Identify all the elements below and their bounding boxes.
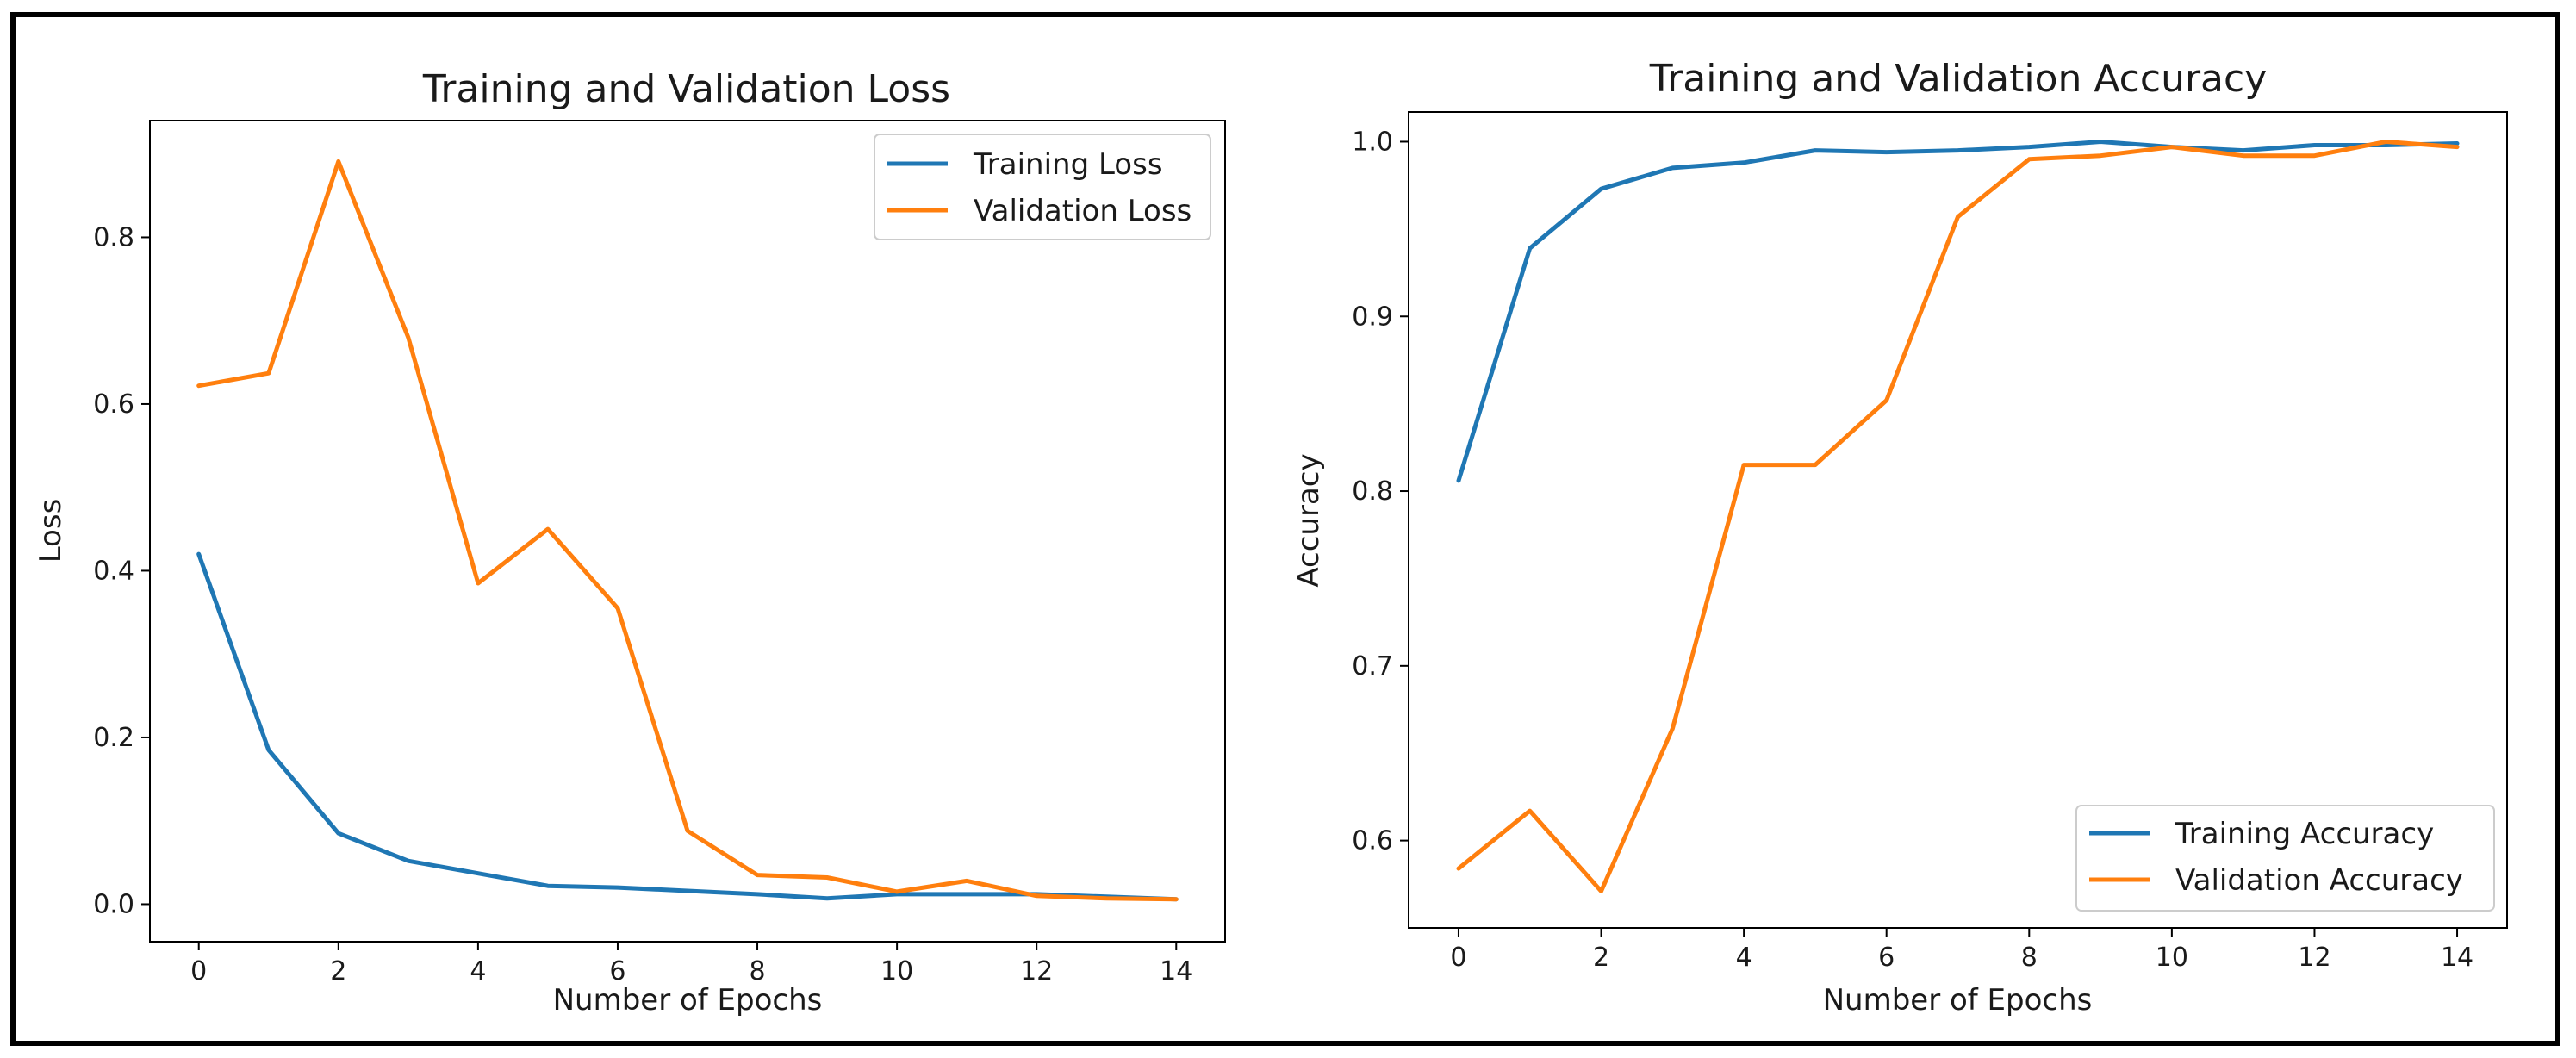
accuracy-y-tick-label: 0.8: [1352, 476, 1393, 507]
loss-y-tick-label: 0.6: [93, 389, 134, 420]
loss-plot-area: [149, 120, 1226, 943]
accuracy-y-tick-label: 0.6: [1352, 826, 1393, 856]
accuracy-y-tick-label: 1.0: [1352, 127, 1393, 157]
loss-x-tick-label: 0: [190, 956, 207, 986]
accuracy-series-line-validation: [1456, 140, 2460, 893]
loss-legend-box: [874, 134, 1211, 240]
accuracy-series-lines: [1456, 140, 2460, 893]
accuracy-x-tick-label: 2: [1593, 943, 1609, 973]
loss-y-tick-label: 0.8: [93, 222, 134, 252]
loss-x-tick-label: 6: [609, 956, 625, 986]
loss-x-tick-label: 2: [330, 956, 346, 986]
accuracy-legend-label-training: Training Accuracy: [2175, 817, 2434, 851]
accuracy-y-tick-label: 0.9: [1352, 302, 1393, 332]
loss-series-line-training: [196, 551, 1179, 902]
loss-x-tick-label: 12: [1020, 956, 1053, 986]
loss-chart: Training and Validation Loss 0 2 4 6 8 10 12 14…: [34, 67, 1226, 1018]
accuracy-plot-ticks: 0 2 4 6 8 10 12 14 0.6 0.7 0.8 0.9 1.0: [1352, 127, 2473, 973]
loss-x-tick-label: 10: [880, 956, 913, 986]
loss-legend-label-training: Training Loss: [973, 147, 1163, 182]
loss-chart-title: Training and Validation Loss: [422, 67, 950, 111]
accuracy-x-tick-label: 12: [2298, 943, 2330, 973]
loss-y-tick-label: 0.2: [93, 723, 134, 753]
accuracy-x-tick-label: 0: [1450, 943, 1466, 973]
accuracy-chart: Training and Validation Accuracy 0 2 4 6 8 10…: [1291, 57, 2508, 1018]
accuracy-x-tick-label: 6: [1878, 943, 1895, 973]
loss-legend: Training Loss Validation Loss: [874, 134, 1211, 240]
accuracy-y-tick-label: 0.7: [1352, 651, 1393, 681]
accuracy-chart-title: Training and Validation Accuracy: [1649, 57, 2268, 101]
loss-y-tick-label: 0.0: [93, 889, 134, 919]
loss-y-tick-label: 0.4: [93, 556, 134, 586]
accuracy-x-axis-label: Number of Epochs: [1823, 983, 2093, 1018]
loss-x-tick-label: 14: [1160, 956, 1192, 986]
accuracy-x-tick-label: 4: [1736, 943, 1752, 973]
loss-x-axis-label: Number of Epochs: [553, 983, 823, 1018]
accuracy-legend-label-validation: Validation Accuracy: [2175, 863, 2463, 898]
loss-y-axis-label: Loss: [34, 499, 68, 563]
loss-legend-label-validation: Validation Loss: [974, 194, 1192, 228]
accuracy-x-tick-label: 10: [2156, 943, 2188, 973]
accuracy-x-tick-label: 14: [2441, 943, 2473, 973]
loss-plot-ticks: 0 2 4 6 8 10 12 14 0.0 0.2 0.4 0.6 0.8: [93, 222, 1192, 986]
accuracy-legend-box: [2075, 805, 2495, 912]
accuracy-series-line-training: [1456, 140, 2460, 483]
accuracy-x-tick-label: 8: [2021, 943, 2038, 973]
accuracy-legend: Training Accuracy Validation Accuracy: [2075, 805, 2495, 912]
loss-x-tick-label: 8: [749, 956, 765, 986]
loss-x-tick-label: 4: [470, 956, 486, 986]
accuracy-plot-area: [1408, 111, 2508, 929]
loss-series-lines: [196, 159, 1179, 902]
loss-series-line-validation: [196, 159, 1179, 902]
accuracy-y-axis-label: Accuracy: [1291, 453, 1326, 587]
